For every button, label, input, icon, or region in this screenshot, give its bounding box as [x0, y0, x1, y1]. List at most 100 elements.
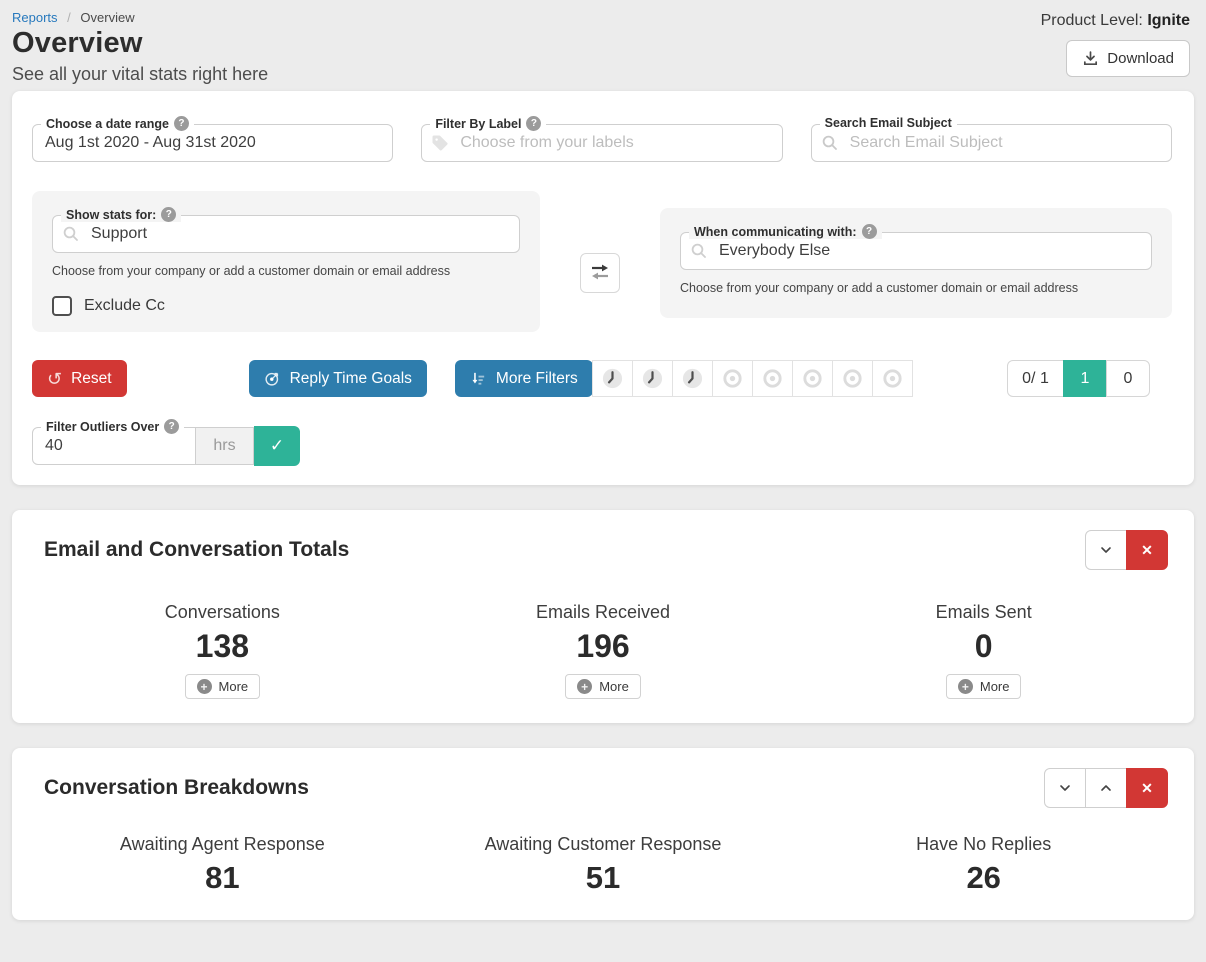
target-icon — [881, 367, 904, 390]
download-button[interactable]: Download — [1066, 40, 1190, 77]
filter-outliers-label: Filter Outliers Over — [46, 419, 160, 434]
target-dart-icon — [264, 370, 281, 387]
when-communicating-panel: When communicating with: ? Choose from y… — [660, 208, 1172, 319]
quick-filter-icon-group — [591, 360, 913, 398]
search-icon — [690, 242, 708, 260]
breadcrumb-current: Overview — [80, 10, 135, 25]
more-button-emails-sent[interactable]: + More — [945, 674, 1022, 700]
reply-time-goals-label: Reply Time Goals — [289, 369, 412, 387]
stat-value: 51 — [585, 860, 621, 896]
target-icon — [841, 367, 864, 390]
product-level-value: Ignite — [1147, 12, 1190, 29]
show-stats-for-panel: Show stats for: ? Choose from your compa… — [32, 191, 540, 333]
plus-circle-icon: + — [957, 679, 973, 695]
breakdowns-close-button[interactable]: ✕ — [1126, 768, 1168, 809]
stat-emails-received: Emails Received 196 + More — [413, 602, 794, 700]
clock-filter-button-1[interactable] — [591, 360, 633, 398]
stat-label: Have No Replies — [916, 834, 1052, 855]
clock-icon — [601, 367, 624, 390]
more-button-conversations[interactable]: + More — [184, 674, 261, 700]
exclude-cc-row[interactable]: Exclude Cc — [52, 296, 520, 317]
download-icon — [1082, 50, 1099, 67]
goal-target-button-1[interactable] — [711, 360, 753, 398]
show-stats-for-label: Show stats for: — [66, 207, 157, 222]
totals-close-button[interactable]: ✕ — [1126, 530, 1168, 571]
stat-label: Conversations — [164, 602, 280, 623]
totals-title: Email and Conversation Totals — [44, 538, 350, 562]
show-stats-for-field: Show stats for: ? — [52, 207, 520, 253]
exclude-cc-label: Exclude Cc — [84, 297, 165, 315]
totals-collapse-button[interactable] — [1085, 530, 1127, 571]
target-icon — [801, 367, 824, 390]
stat-label: Emails Received — [535, 602, 671, 623]
goal-count-missed[interactable]: 0 — [1106, 360, 1150, 398]
stat-value: 26 — [966, 860, 1001, 896]
reply-time-goals-button[interactable]: Reply Time Goals — [248, 360, 427, 398]
close-icon: ✕ — [1141, 541, 1153, 558]
stat-value: 0 — [974, 628, 993, 665]
search-icon — [62, 225, 80, 243]
show-stats-for-helper: Choose from your company or add a custom… — [52, 264, 451, 278]
goal-target-button-5[interactable] — [871, 360, 913, 398]
stat-label: Emails Sent — [935, 602, 1032, 623]
more-label: More — [979, 679, 1010, 695]
subject-search-input[interactable] — [810, 124, 1172, 162]
label-filter-input[interactable] — [421, 124, 783, 162]
goal-target-button-4[interactable] — [831, 360, 873, 398]
apply-outliers-button[interactable]: ✓ — [254, 426, 300, 467]
chevron-down-icon — [1057, 780, 1073, 796]
more-filters-button[interactable]: More Filters — [454, 360, 593, 398]
breakdowns-move-up-button[interactable] — [1085, 768, 1127, 809]
breadcrumb-reports-link[interactable]: Reports — [12, 10, 58, 25]
check-icon: ✓ — [269, 436, 285, 456]
when-communicating-field: When communicating with: ? — [680, 224, 1152, 270]
reset-icon: ↺ — [47, 368, 63, 389]
clock-filter-button-2[interactable] — [631, 360, 673, 398]
when-communicating-helper: Choose from your company or add a custom… — [680, 281, 1079, 295]
stat-conversations: Conversations 138 + More — [32, 602, 413, 700]
target-icon — [721, 367, 744, 390]
chevron-up-icon — [1098, 780, 1114, 796]
stat-label: Awaiting Agent Response — [119, 834, 325, 855]
stat-value: 138 — [195, 628, 250, 665]
help-icon[interactable]: ? — [164, 419, 180, 435]
swap-direction-button[interactable] — [580, 253, 620, 293]
swap-arrows-icon — [588, 261, 612, 285]
help-icon[interactable]: ? — [173, 116, 189, 131]
help-icon[interactable]: ? — [861, 224, 877, 239]
overview-page: Reports / Overview Overview See all your… — [12, 10, 1194, 921]
breakdowns-title: Conversation Breakdowns — [44, 776, 309, 800]
more-label: More — [218, 679, 249, 695]
product-level: Product Level: Ignite — [1041, 12, 1190, 30]
breakdowns-collapse-button[interactable] — [1044, 768, 1086, 809]
stat-emails-sent: Emails Sent 0 + More — [793, 602, 1174, 700]
breadcrumb: Reports / Overview — [12, 10, 268, 25]
close-icon: ✕ — [1141, 779, 1153, 796]
subject-search-field: Search Email Subject — [810, 116, 1172, 162]
reset-button[interactable]: ↺ Reset — [32, 360, 127, 398]
more-filters-label: More Filters — [495, 369, 578, 387]
plus-circle-icon: + — [577, 679, 593, 695]
stat-awaiting-customer: Awaiting Customer Response 51 — [413, 834, 794, 896]
breadcrumb-separator: / — [67, 10, 71, 25]
download-label: Download — [1107, 50, 1174, 67]
exclude-cc-checkbox[interactable] — [52, 296, 72, 317]
filter-card: Choose a date range ? Filter By Label ? … — [12, 91, 1194, 486]
label-filter-field: Filter By Label ? — [421, 116, 783, 162]
goal-count-ratio[interactable]: 0/ 1 — [1007, 360, 1064, 398]
goal-target-button-2[interactable] — [751, 360, 793, 398]
stat-value: 196 — [576, 628, 630, 665]
help-icon[interactable]: ? — [161, 207, 177, 222]
date-range-field: Choose a date range ? — [32, 116, 394, 162]
goal-target-button-3[interactable] — [791, 360, 833, 398]
stat-awaiting-agent: Awaiting Agent Response 81 — [32, 834, 413, 896]
help-icon[interactable]: ? — [526, 116, 542, 131]
goal-count-met[interactable]: 1 — [1063, 360, 1107, 398]
filter-outliers-field: Filter Outliers Over ? — [32, 419, 196, 466]
when-communicating-label: When communicating with: — [694, 224, 857, 239]
page-title: Overview — [12, 27, 143, 59]
chevron-down-icon — [1098, 542, 1114, 558]
more-button-emails-received[interactable]: + More — [565, 674, 641, 700]
page-subtitle: See all your vital stats right here — [12, 64, 269, 84]
clock-filter-button-3[interactable] — [671, 360, 713, 398]
